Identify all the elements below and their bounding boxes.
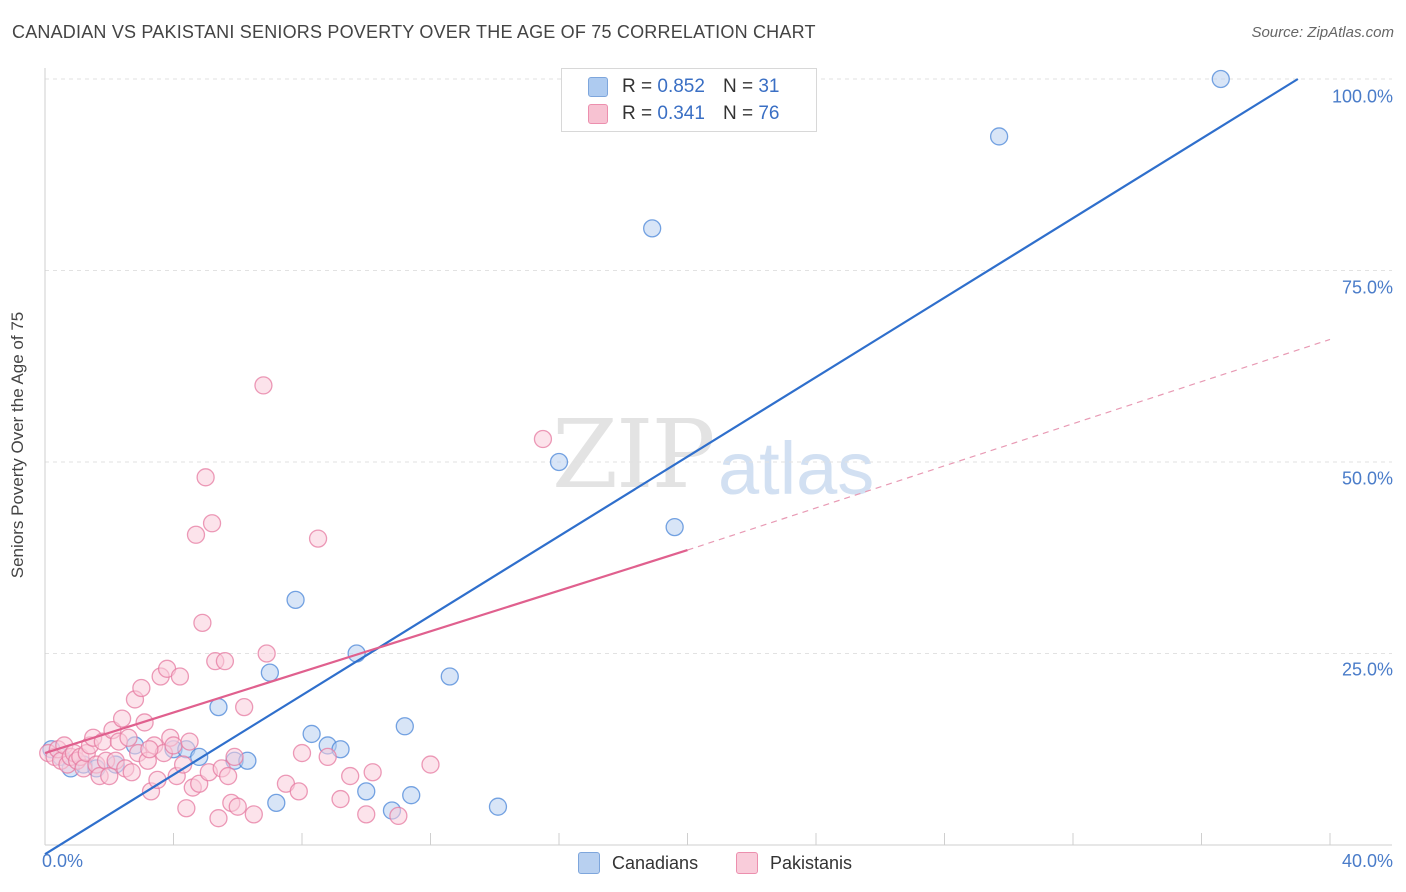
point-pakistanis	[225, 747, 244, 767]
point-canadians	[302, 724, 321, 744]
point-pakistanis	[170, 667, 190, 686]
point-pakistanis	[341, 766, 360, 786]
point-canadians	[665, 517, 684, 537]
point-pakistanis	[357, 805, 376, 824]
watermark-atlas: atlas	[718, 427, 875, 510]
point-canadians	[395, 717, 414, 736]
point-canadians	[989, 127, 1009, 146]
x-tick-label: 40.0%	[1341, 851, 1393, 871]
point-pakistanis	[289, 782, 308, 801]
point-pakistanis	[202, 514, 222, 533]
r-value: 0.852	[657, 76, 705, 97]
y-tick-label: 25.0%	[1341, 659, 1393, 680]
n-value: 76	[758, 103, 780, 124]
legend-label: Pakistanis	[770, 852, 853, 873]
point-pakistanis	[363, 763, 382, 782]
point-pakistanis	[228, 797, 247, 816]
y-axis-label: Seniors Poverty Over the Age of 75	[8, 311, 27, 579]
point-pakistanis	[318, 747, 337, 767]
legend-swatch-pakistanis	[736, 852, 758, 874]
legend-swatch-canadians	[588, 77, 608, 97]
legend-row-canadians: R = 0.852 N = 31	[588, 74, 779, 100]
point-pakistanis	[533, 429, 553, 449]
point-pakistanis	[119, 728, 138, 747]
point-pakistanis	[257, 644, 276, 663]
point-pakistanis	[235, 697, 254, 717]
n-label: N =	[722, 76, 754, 97]
point-pakistanis	[331, 789, 350, 809]
point-canadians	[286, 590, 305, 610]
r-label: R =	[622, 103, 653, 124]
y-tick-label: 75.0%	[1341, 277, 1393, 298]
point-pakistanis	[140, 740, 159, 759]
point-pakistanis	[112, 709, 132, 728]
point-pakistanis	[186, 525, 206, 544]
point-pakistanis	[177, 799, 196, 818]
point-pakistanis	[308, 529, 328, 548]
legend-item-canadians[interactable]: Canadians	[578, 852, 698, 874]
r-label: R =	[622, 76, 653, 97]
legend-swatch-canadians	[578, 852, 600, 874]
legend-row-pakistanis: R = 0.341 N = 76	[588, 101, 779, 127]
legend-label: Canadians	[612, 852, 699, 873]
point-pakistanis	[164, 736, 183, 755]
point-pakistanis	[100, 766, 119, 786]
point-canadians	[1211, 69, 1230, 89]
point-pakistanis	[132, 678, 151, 698]
point-canadians	[267, 793, 286, 813]
point-canadians	[357, 782, 376, 801]
point-canadians	[488, 797, 508, 816]
y-tick-label: 100.0%	[1331, 86, 1393, 107]
n-value: 31	[758, 76, 780, 97]
source-credit: Source: ZipAtlas.com	[1251, 24, 1394, 41]
point-pakistanis	[122, 763, 141, 782]
point-canadians	[643, 219, 662, 238]
point-pakistanis	[193, 613, 212, 633]
point-pakistanis	[209, 809, 228, 828]
point-pakistanis	[196, 468, 215, 487]
point-pakistanis	[180, 732, 199, 751]
series-legend: Canadians Pakistanis	[0, 852, 1406, 878]
legend-item-pakistanis[interactable]: Pakistanis	[736, 852, 852, 874]
point-canadians	[440, 667, 459, 686]
point-canadians	[402, 786, 421, 805]
y-tick-label: 50.0%	[1341, 468, 1393, 489]
trend-line-canadians	[44, 78, 1299, 856]
correlation-legend: R = 0.852 N = 31 R = 0.341 N = 76	[561, 68, 817, 132]
point-pakistanis	[421, 755, 440, 774]
chart-title: CANADIAN VS PAKISTANI SENIORS POVERTY OV…	[12, 22, 816, 42]
point-pakistanis	[389, 806, 408, 826]
trend-extension-pakistanis	[687, 338, 1331, 551]
point-pakistanis	[292, 743, 312, 763]
point-pakistanis	[215, 652, 235, 671]
trend-line-pakistanis	[44, 549, 688, 755]
point-pakistanis	[244, 805, 263, 824]
legend-swatch-pakistanis	[588, 104, 608, 124]
n-label: N =	[722, 103, 754, 124]
r-value: 0.341	[657, 103, 705, 124]
point-canadians	[549, 452, 569, 472]
point-pakistanis	[254, 376, 273, 395]
x-tick-label: 0.0%	[42, 851, 84, 871]
point-pakistanis	[218, 766, 238, 786]
point-canadians	[260, 663, 280, 682]
